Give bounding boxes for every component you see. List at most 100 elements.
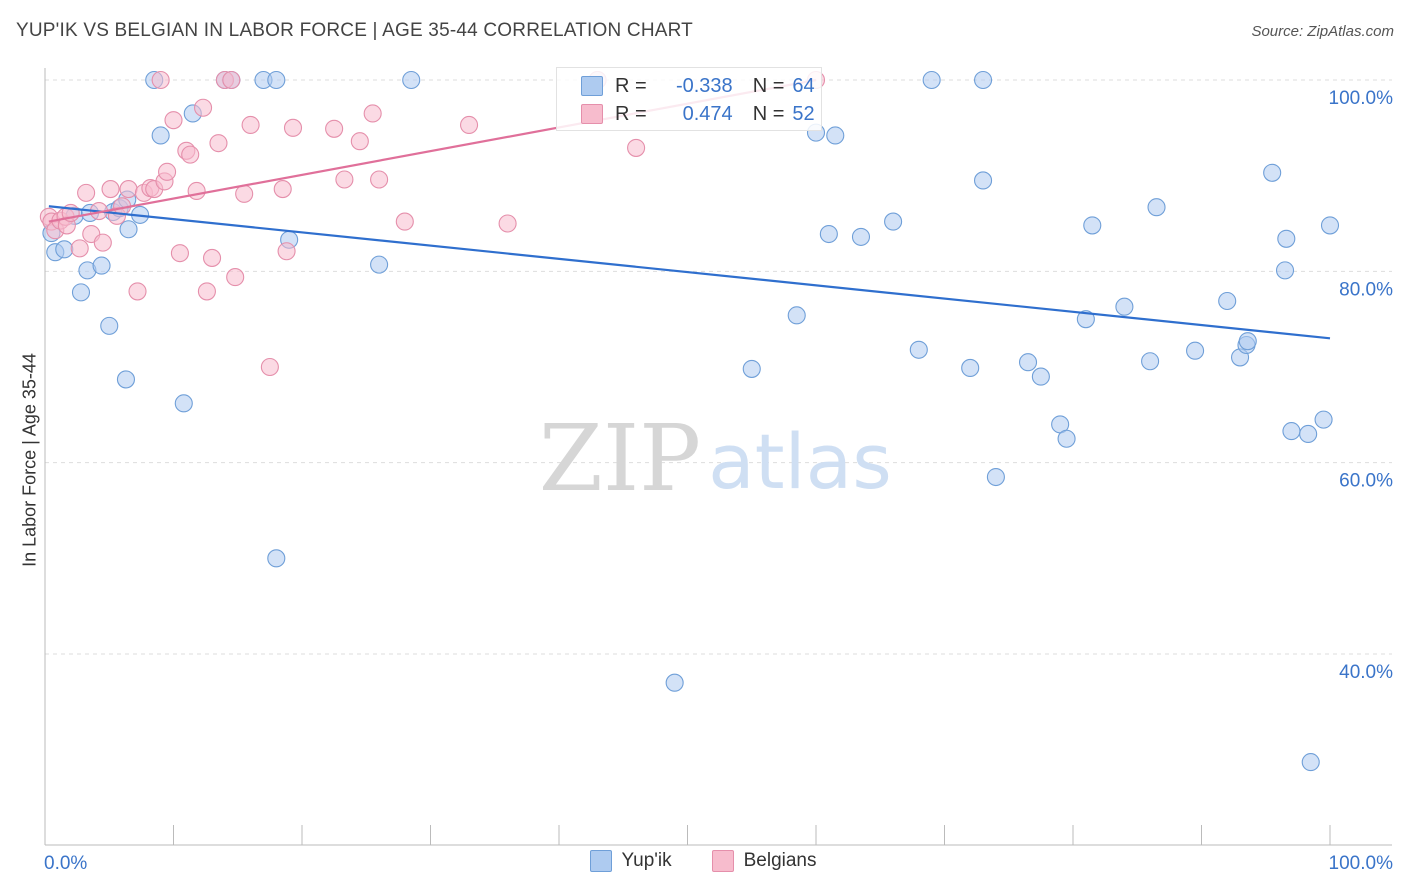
data-point[interactable] <box>1277 229 1296 248</box>
data-point[interactable] <box>961 358 980 378</box>
data-point[interactable] <box>1238 332 1257 351</box>
axes <box>44 68 1392 846</box>
data-point[interactable] <box>459 115 479 135</box>
data-point[interactable] <box>325 119 344 138</box>
legend-label-yupik: Yup'ik <box>621 850 672 871</box>
n-label: N = <box>752 102 785 125</box>
data-points <box>39 70 1340 772</box>
data-point[interactable] <box>909 340 928 359</box>
data-point[interactable] <box>370 170 389 189</box>
data-point[interactable] <box>267 549 286 568</box>
data-point[interactable] <box>1147 198 1166 217</box>
data-point[interactable] <box>402 70 421 90</box>
data-point[interactable] <box>1115 297 1134 316</box>
data-point[interactable] <box>884 212 903 231</box>
y-tick-label: 100.0% <box>1329 88 1394 109</box>
trend-line-yupik <box>48 205 1331 340</box>
data-point[interactable] <box>851 227 871 246</box>
data-point[interactable] <box>787 306 806 325</box>
data-point[interactable] <box>241 115 260 135</box>
data-point[interactable] <box>174 394 193 413</box>
data-point[interactable] <box>1314 410 1333 429</box>
data-point[interactable] <box>101 180 120 199</box>
data-point[interactable] <box>273 180 292 199</box>
data-point[interactable] <box>973 70 993 90</box>
data-point[interactable] <box>181 145 200 164</box>
chart-title: YUP'IK VS BELGIAN IN LABOR FORCE | AGE 3… <box>16 20 693 41</box>
data-point[interactable] <box>922 70 941 90</box>
data-point[interactable] <box>194 98 213 117</box>
data-point[interactable] <box>70 239 89 258</box>
data-point[interactable] <box>363 104 382 123</box>
data-point[interactable] <box>100 316 119 335</box>
data-point[interactable] <box>335 170 354 189</box>
data-point[interactable] <box>164 111 183 130</box>
data-point[interactable] <box>1018 353 1038 372</box>
data-point[interactable] <box>235 184 254 203</box>
data-point[interactable] <box>1299 424 1318 444</box>
data-point[interactable] <box>819 224 838 244</box>
data-point[interactable] <box>71 283 91 302</box>
data-point[interactable] <box>395 212 414 231</box>
belgians-swatch <box>581 104 603 124</box>
data-point[interactable] <box>277 242 296 261</box>
data-point[interactable] <box>128 282 147 301</box>
data-point[interactable] <box>267 70 286 90</box>
source-label: Source: ZipAtlas.com <box>1251 23 1394 40</box>
series-legend: Yup'ik Belgians <box>0 850 1406 872</box>
data-point[interactable] <box>826 126 845 145</box>
legend-item-belgians[interactable]: Belgians <box>711 850 817 872</box>
data-point[interactable] <box>158 162 177 181</box>
data-point[interactable] <box>1186 341 1205 360</box>
data-point[interactable] <box>1057 429 1076 448</box>
watermark-atlas: atlas <box>708 417 892 506</box>
data-point[interactable] <box>627 138 646 157</box>
data-point[interactable] <box>283 118 303 137</box>
data-point[interactable] <box>1141 352 1160 371</box>
data-point[interactable] <box>119 220 138 239</box>
r-label: R = <box>615 74 647 97</box>
data-point[interactable] <box>222 70 241 90</box>
data-point[interactable] <box>1263 163 1282 182</box>
data-point[interactable] <box>93 233 112 252</box>
data-point[interactable] <box>986 467 1005 487</box>
data-point[interactable] <box>1301 753 1320 772</box>
data-point[interactable] <box>226 268 245 287</box>
data-point[interactable] <box>350 132 369 151</box>
yupik-swatch <box>581 76 603 96</box>
data-point[interactable] <box>1282 422 1301 441</box>
x-tick-label-max: 100.0% <box>1329 853 1394 874</box>
data-point[interactable] <box>370 255 389 274</box>
data-point[interactable] <box>203 248 222 267</box>
data-point[interactable] <box>197 282 216 301</box>
data-point[interactable] <box>170 244 189 263</box>
tick-labels: 100.0% 80.0% 60.0% 40.0% 0.0% 100.0% <box>44 88 1393 874</box>
data-point[interactable] <box>187 181 206 201</box>
data-point[interactable] <box>260 357 279 377</box>
data-point[interactable] <box>1275 261 1295 280</box>
data-point[interactable] <box>742 359 761 378</box>
legend-item-yupik[interactable]: Yup'ik <box>589 850 672 872</box>
data-point[interactable] <box>119 180 138 199</box>
belgians-n-value: 52 <box>792 102 815 125</box>
data-point[interactable] <box>55 240 74 259</box>
data-point[interactable] <box>1031 367 1050 386</box>
data-point[interactable] <box>116 370 136 389</box>
data-point[interactable] <box>498 214 517 233</box>
stats-legend: R = -0.338 N = 64 R = 0.474 N = 52 <box>556 67 822 131</box>
gridlines <box>45 79 1392 655</box>
y-tick-label: 40.0% <box>1339 662 1393 683</box>
data-point[interactable] <box>92 256 111 275</box>
data-point[interactable] <box>77 183 96 202</box>
data-point[interactable] <box>151 70 170 90</box>
data-point[interactable] <box>1076 310 1095 329</box>
data-point[interactable] <box>973 171 993 190</box>
data-point[interactable] <box>151 126 170 145</box>
data-point[interactable] <box>1320 216 1340 235</box>
data-point[interactable] <box>1083 216 1102 235</box>
data-point[interactable] <box>1218 291 1237 311</box>
x-tick-label-min: 0.0% <box>44 853 87 874</box>
data-point[interactable] <box>665 673 684 692</box>
data-point[interactable] <box>209 134 228 153</box>
belgians-legend-swatch <box>711 850 734 872</box>
